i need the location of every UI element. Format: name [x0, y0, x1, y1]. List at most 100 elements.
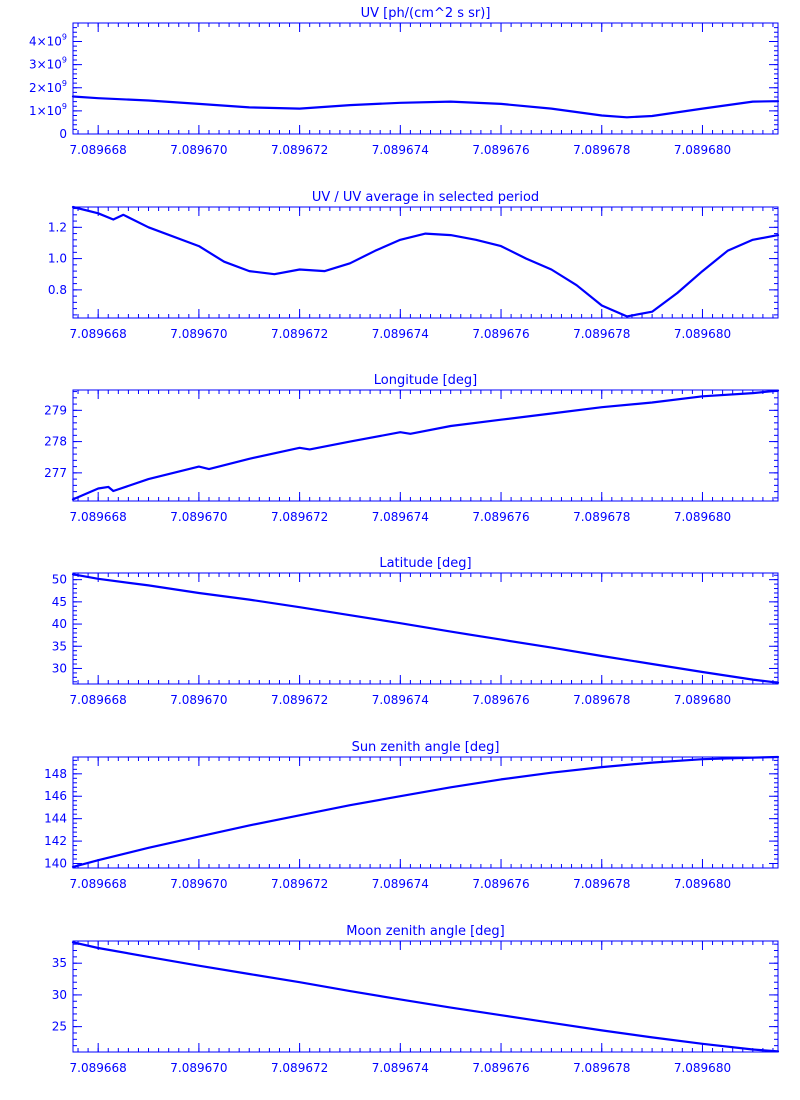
y-tick-mantissa: 2×10 [29, 81, 62, 95]
y-tick-mantissa: 277 [44, 466, 67, 480]
x-tick-label: 7.089670 [170, 510, 227, 524]
y-tick-mantissa: 1×10 [29, 104, 62, 118]
y-tick-mantissa: 30 [52, 988, 67, 1002]
y-tick-label: 1.2 [48, 220, 67, 234]
plot-frame [72, 756, 779, 869]
y-tick-label: 0.8 [48, 283, 67, 297]
plot-frame [72, 940, 779, 1053]
y-tick-exponent: 9 [62, 102, 67, 111]
y-tick-label: 277 [44, 466, 67, 480]
chart-panel-3: Longitude [deg] 7.089668 7.089670 7.089672 7… [44, 373, 780, 524]
y-tick-mantissa: 35 [52, 956, 67, 970]
y-tick-mantissa: 3×10 [29, 58, 62, 72]
y-tick-label: 0 [59, 127, 67, 141]
y-tick-label: 146 [44, 789, 67, 803]
x-tick-label: 7.089668 [70, 1061, 127, 1075]
y-tick-label: 50 [52, 573, 67, 587]
y-tick-exponent: 9 [62, 79, 67, 88]
y-tick-label: 3×109 [29, 56, 67, 72]
x-tick-label: 7.089678 [573, 877, 630, 891]
chart-panel-6: Moon zenith angle [deg] 7.089668 7.089670 7… [52, 924, 780, 1075]
x-tick-label: 7.089668 [70, 327, 127, 341]
y-tick-mantissa: 40 [52, 617, 67, 631]
x-tick-label: 7.089680 [674, 693, 731, 707]
y-tick-label: 148 [44, 767, 67, 781]
x-tick-label: 7.089672 [271, 877, 328, 891]
series-line [71, 941, 780, 1053]
y-tick-label: 278 [44, 435, 67, 449]
y-tick-label: 4×109 [29, 33, 67, 49]
series-line [71, 755, 780, 869]
x-tick-label: 7.089672 [271, 327, 328, 341]
x-tick-label: 7.089674 [372, 693, 429, 707]
x-tick-label: 7.089668 [70, 693, 127, 707]
y-tick-label: 45 [52, 595, 67, 609]
x-tick-label: 7.089672 [271, 510, 328, 524]
y-tick-mantissa: 4×10 [29, 35, 62, 49]
x-tick-label: 7.089676 [472, 143, 529, 157]
y-tick-mantissa: 50 [52, 573, 67, 587]
x-tick-label: 7.089668 [70, 510, 127, 524]
y-tick-label: 279 [44, 403, 67, 417]
chart-title: UV [ph/(cm^2 s sr)] [361, 6, 491, 21]
y-tick-label: 140 [44, 857, 67, 871]
y-tick-mantissa: 30 [52, 661, 67, 675]
x-tick-label: 7.089668 [70, 143, 127, 157]
x-tick-label: 7.089676 [472, 1061, 529, 1075]
plot-frame [72, 206, 779, 319]
chart-title: Longitude [deg] [374, 373, 477, 388]
plot-frame [72, 22, 779, 135]
y-tick-mantissa: 148 [44, 767, 67, 781]
x-tick-label: 7.089670 [170, 327, 227, 341]
y-tick-mantissa: 0.8 [48, 283, 67, 297]
y-tick-label: 30 [52, 988, 67, 1002]
x-tick-label: 7.089678 [573, 693, 630, 707]
x-tick-label: 7.089678 [573, 510, 630, 524]
y-tick-mantissa: 1.2 [48, 220, 67, 234]
x-tick-label: 7.089680 [674, 327, 731, 341]
x-tick-label: 7.089676 [472, 877, 529, 891]
x-tick-label: 7.089680 [674, 1061, 731, 1075]
y-tick-label: 1.0 [48, 252, 67, 266]
y-tick-mantissa: 0 [59, 127, 67, 141]
x-tick-label: 7.089678 [573, 327, 630, 341]
y-tick-mantissa: 45 [52, 595, 67, 609]
y-tick-mantissa: 144 [44, 812, 67, 826]
y-tick-label: 40 [52, 617, 67, 631]
y-tick-mantissa: 1.0 [48, 252, 67, 266]
series-line [71, 95, 780, 119]
y-tick-mantissa: 278 [44, 435, 67, 449]
x-tick-label: 7.089670 [170, 143, 227, 157]
y-tick-exponent: 9 [62, 56, 67, 65]
x-tick-label: 7.089680 [674, 510, 731, 524]
x-tick-label: 7.089678 [573, 1061, 630, 1075]
y-tick-mantissa: 140 [44, 857, 67, 871]
y-tick-mantissa: 25 [52, 1020, 67, 1034]
chart-panel-4: Latitude [deg] 7.089668 7.089670 7.089672 7.… [52, 556, 780, 707]
chart-panel-2: UV / UV average in selected period 7.0896… [48, 190, 780, 341]
x-tick-label: 7.089674 [372, 877, 429, 891]
x-tick-label: 7.089680 [674, 877, 731, 891]
y-tick-mantissa: 146 [44, 789, 67, 803]
y-tick-label: 144 [44, 812, 67, 826]
y-tick-mantissa: 35 [52, 639, 67, 653]
chart-panel-5: Sun zenith angle [deg] 7.089668 7.089670 7.… [44, 740, 780, 891]
y-tick-mantissa: 142 [44, 834, 67, 848]
x-tick-label: 7.089670 [170, 877, 227, 891]
x-tick-label: 7.089676 [472, 693, 529, 707]
series-line [71, 573, 780, 684]
y-tick-label: 25 [52, 1020, 67, 1034]
y-tick-label: 35 [52, 956, 67, 970]
x-tick-label: 7.089670 [170, 1061, 227, 1075]
y-tick-label: 142 [44, 834, 67, 848]
y-tick-label: 35 [52, 639, 67, 653]
x-tick-label: 7.089678 [573, 143, 630, 157]
y-tick-exponent: 9 [62, 33, 67, 42]
series-line [71, 205, 780, 318]
x-tick-label: 7.089668 [70, 877, 127, 891]
chart-panel-1: UV [ph/(cm^2 s sr)] 7.089668 7.089670 7.089… [29, 6, 780, 157]
chart-title: Latitude [deg] [379, 556, 471, 571]
x-tick-label: 7.089670 [170, 693, 227, 707]
x-tick-label: 7.089672 [271, 693, 328, 707]
chart-title: Moon zenith angle [deg] [346, 924, 504, 939]
